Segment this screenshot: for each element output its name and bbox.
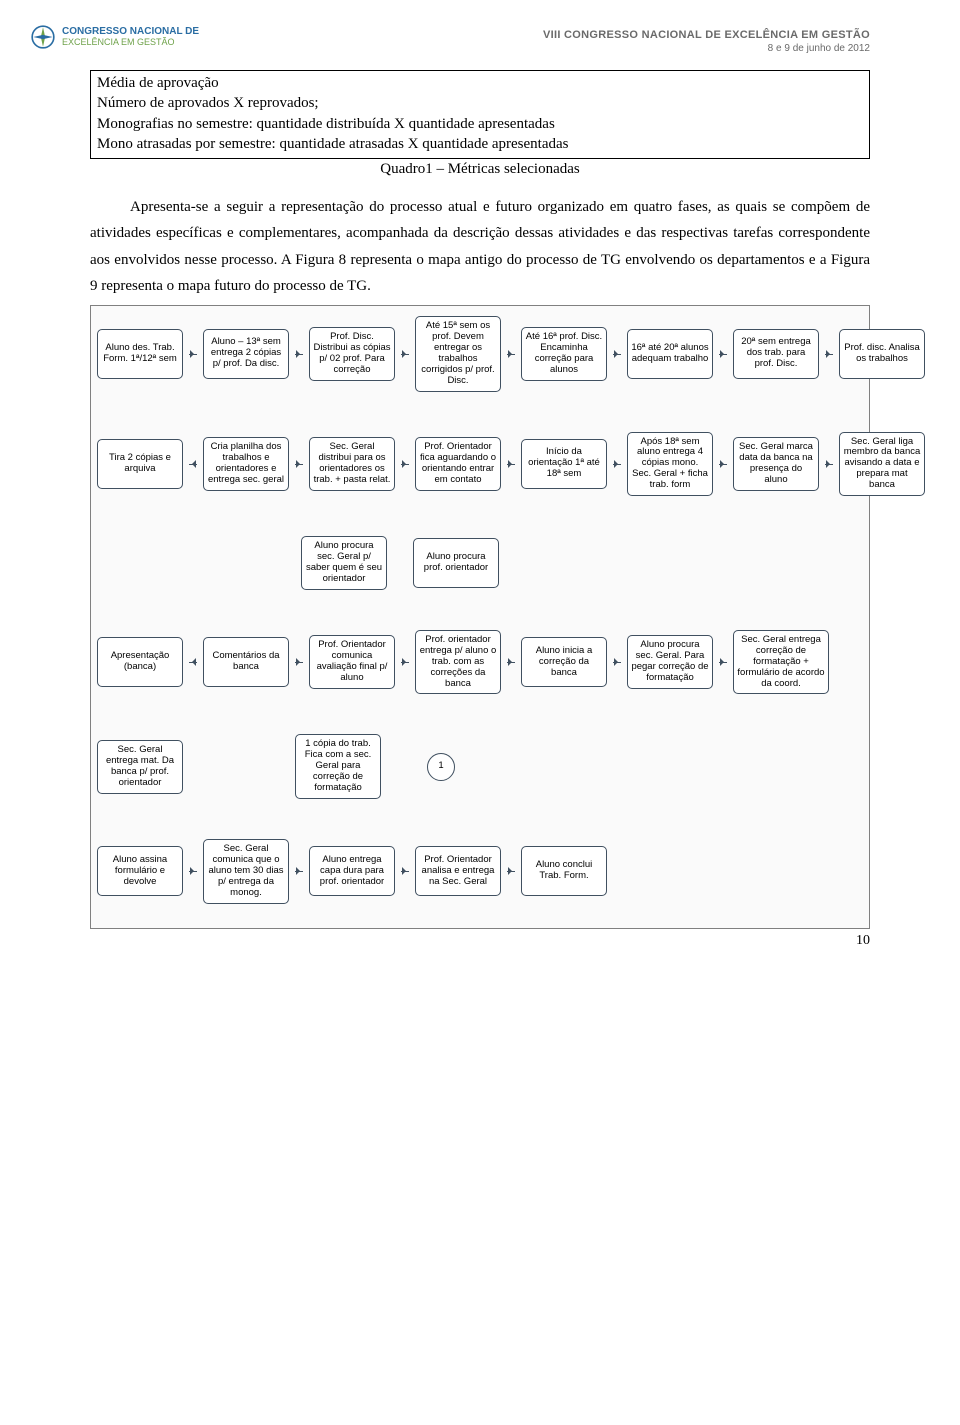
arrow-icon: [719, 349, 727, 359]
page-number: 10: [856, 933, 870, 949]
arrow-icon: [401, 866, 409, 876]
arrow-icon: [189, 349, 197, 359]
flow-node: Tira 2 cópias e arquiva: [97, 439, 183, 489]
congress-logo: CONGRESSO NACIONAL DE EXCELÊNCIA EM GEST…: [30, 24, 200, 50]
flow-node: Sec. Geral entrega mat. Da banca p/ prof…: [97, 740, 183, 794]
arrow-icon: [295, 459, 303, 469]
flow-node: Até 16ª prof. Disc. Encaminha correção p…: [521, 327, 607, 381]
logo-line1: CONGRESSO NACIONAL DE: [62, 26, 199, 37]
header-right: VIII CONGRESSO NACIONAL DE EXCELÊNCIA EM…: [543, 28, 870, 55]
flow-row-1: Aluno des. Trab. Form. 1ª/12ª sem Aluno …: [97, 316, 863, 392]
table-caption: Quadro1 – Métricas selecionadas: [90, 161, 870, 178]
arrow-icon: [189, 657, 197, 667]
table-row: Mono atrasadas por semestre: quantidade …: [97, 134, 863, 154]
body-paragraph: Apresenta-se a seguir a representação do…: [90, 194, 870, 299]
flow-row-3: Aluno procura sec. Geral p/ saber quem é…: [97, 536, 863, 590]
arrow-icon: [295, 866, 303, 876]
flow-node: Aluno – 13ª sem entrega 2 cópias p/ prof…: [203, 329, 289, 379]
arrow-icon: [613, 459, 621, 469]
arrow-icon: [613, 657, 621, 667]
flow-node: Prof. disc. Analisa os trabalhos: [839, 329, 925, 379]
flow-node: Após 18ª sem aluno entrega 4 cópias mono…: [627, 432, 713, 497]
compass-icon: [30, 24, 56, 50]
arrow-icon: [719, 459, 727, 469]
arrow-icon: [825, 349, 833, 359]
flow-node: Comentários da banca: [203, 637, 289, 687]
arrow-icon: [189, 459, 197, 469]
arrow-icon: [401, 657, 409, 667]
flow-node: Sec. Geral entrega correção de formataçã…: [733, 630, 829, 695]
flow-node: Sec. Geral marca data da banca na presen…: [733, 437, 819, 491]
flow-node: Sec. Geral comunica que o aluno tem 30 d…: [203, 839, 289, 904]
arrow-icon: [507, 866, 515, 876]
flow-row-2: Tira 2 cópias e arquiva Cria planilha do…: [97, 432, 863, 497]
table-row: Monografias no semestre: quantidade dist…: [97, 114, 863, 134]
flow-node: Início da orientação 1ª até 18ª sem: [521, 439, 607, 489]
arrow-icon: [719, 657, 727, 667]
flow-node: Prof. Orientador comunica avaliação fina…: [309, 635, 395, 689]
flow-row-4: Apresentação (banca) Comentários da banc…: [97, 630, 863, 695]
flow-node: 20ª sem entrega dos trab. para prof. Dis…: [733, 329, 819, 379]
flow-node: Sec. Geral liga membro da banca avisando…: [839, 432, 925, 497]
table-row: Média de aprovação: [97, 73, 863, 93]
flow-connector-circle: 1: [427, 753, 455, 781]
flow-row-5: Sec. Geral entrega mat. Da banca p/ prof…: [97, 734, 863, 799]
arrow-icon: [825, 459, 833, 469]
flowchart: Aluno des. Trab. Form. 1ª/12ª sem Aluno …: [90, 305, 870, 929]
flow-node: Prof. Orientador analisa e entrega na Se…: [415, 846, 501, 896]
flow-node: Aluno procura sec. Geral p/ saber quem é…: [301, 536, 387, 590]
header-date: 8 e 9 de junho de 2012: [543, 42, 870, 55]
flow-node: 16ª até 20ª alunos adequam trabalho: [627, 329, 713, 379]
flow-node: Até 15ª sem os prof. Devem entregar os t…: [415, 316, 501, 392]
arrow-icon: [507, 459, 515, 469]
flow-node: Aluno assina formulário e devolve: [97, 846, 183, 896]
flow-node: Cria planilha dos trabalhos e orientador…: [203, 437, 289, 491]
flow-node: Aluno conclui Trab. Form.: [521, 846, 607, 896]
flow-node: Apresentação (banca): [97, 637, 183, 687]
flow-node: Prof. Orientador fica aguardando o orien…: [415, 437, 501, 491]
flow-node: 1 cópia do trab. Fica com a sec. Geral p…: [295, 734, 381, 799]
metrics-table: Média de aprovação Número de aprovados X…: [90, 70, 870, 159]
flow-node: Sec. Geral distribui para os orientadore…: [309, 437, 395, 491]
table-row: Número de aprovados X reprovados;: [97, 93, 863, 113]
header-title: VIII CONGRESSO NACIONAL DE EXCELÊNCIA EM…: [543, 28, 870, 42]
flow-node: Aluno procura sec. Geral. Para pegar cor…: [627, 635, 713, 689]
flow-node: Aluno inicia a correção da banca: [521, 637, 607, 687]
arrow-icon: [295, 657, 303, 667]
flow-node: Prof. Disc. Distribui as cópias p/ 02 pr…: [309, 327, 395, 381]
arrow-icon: [507, 349, 515, 359]
flow-node: Aluno procura prof. orientador: [413, 538, 499, 588]
logo-line2: EXCELÊNCIA EM GESTÃO: [62, 38, 199, 47]
flow-node: Aluno entrega capa dura para prof. orien…: [309, 846, 395, 896]
flow-node: Aluno des. Trab. Form. 1ª/12ª sem: [97, 329, 183, 379]
arrow-icon: [401, 459, 409, 469]
arrow-icon: [295, 349, 303, 359]
arrow-icon: [401, 349, 409, 359]
arrow-icon: [189, 866, 197, 876]
arrow-icon: [507, 657, 515, 667]
flow-node: Prof. orientador entrega p/ aluno o trab…: [415, 630, 501, 695]
flow-row-6: Aluno assina formulário e devolve Sec. G…: [97, 839, 863, 904]
arrow-icon: [613, 349, 621, 359]
